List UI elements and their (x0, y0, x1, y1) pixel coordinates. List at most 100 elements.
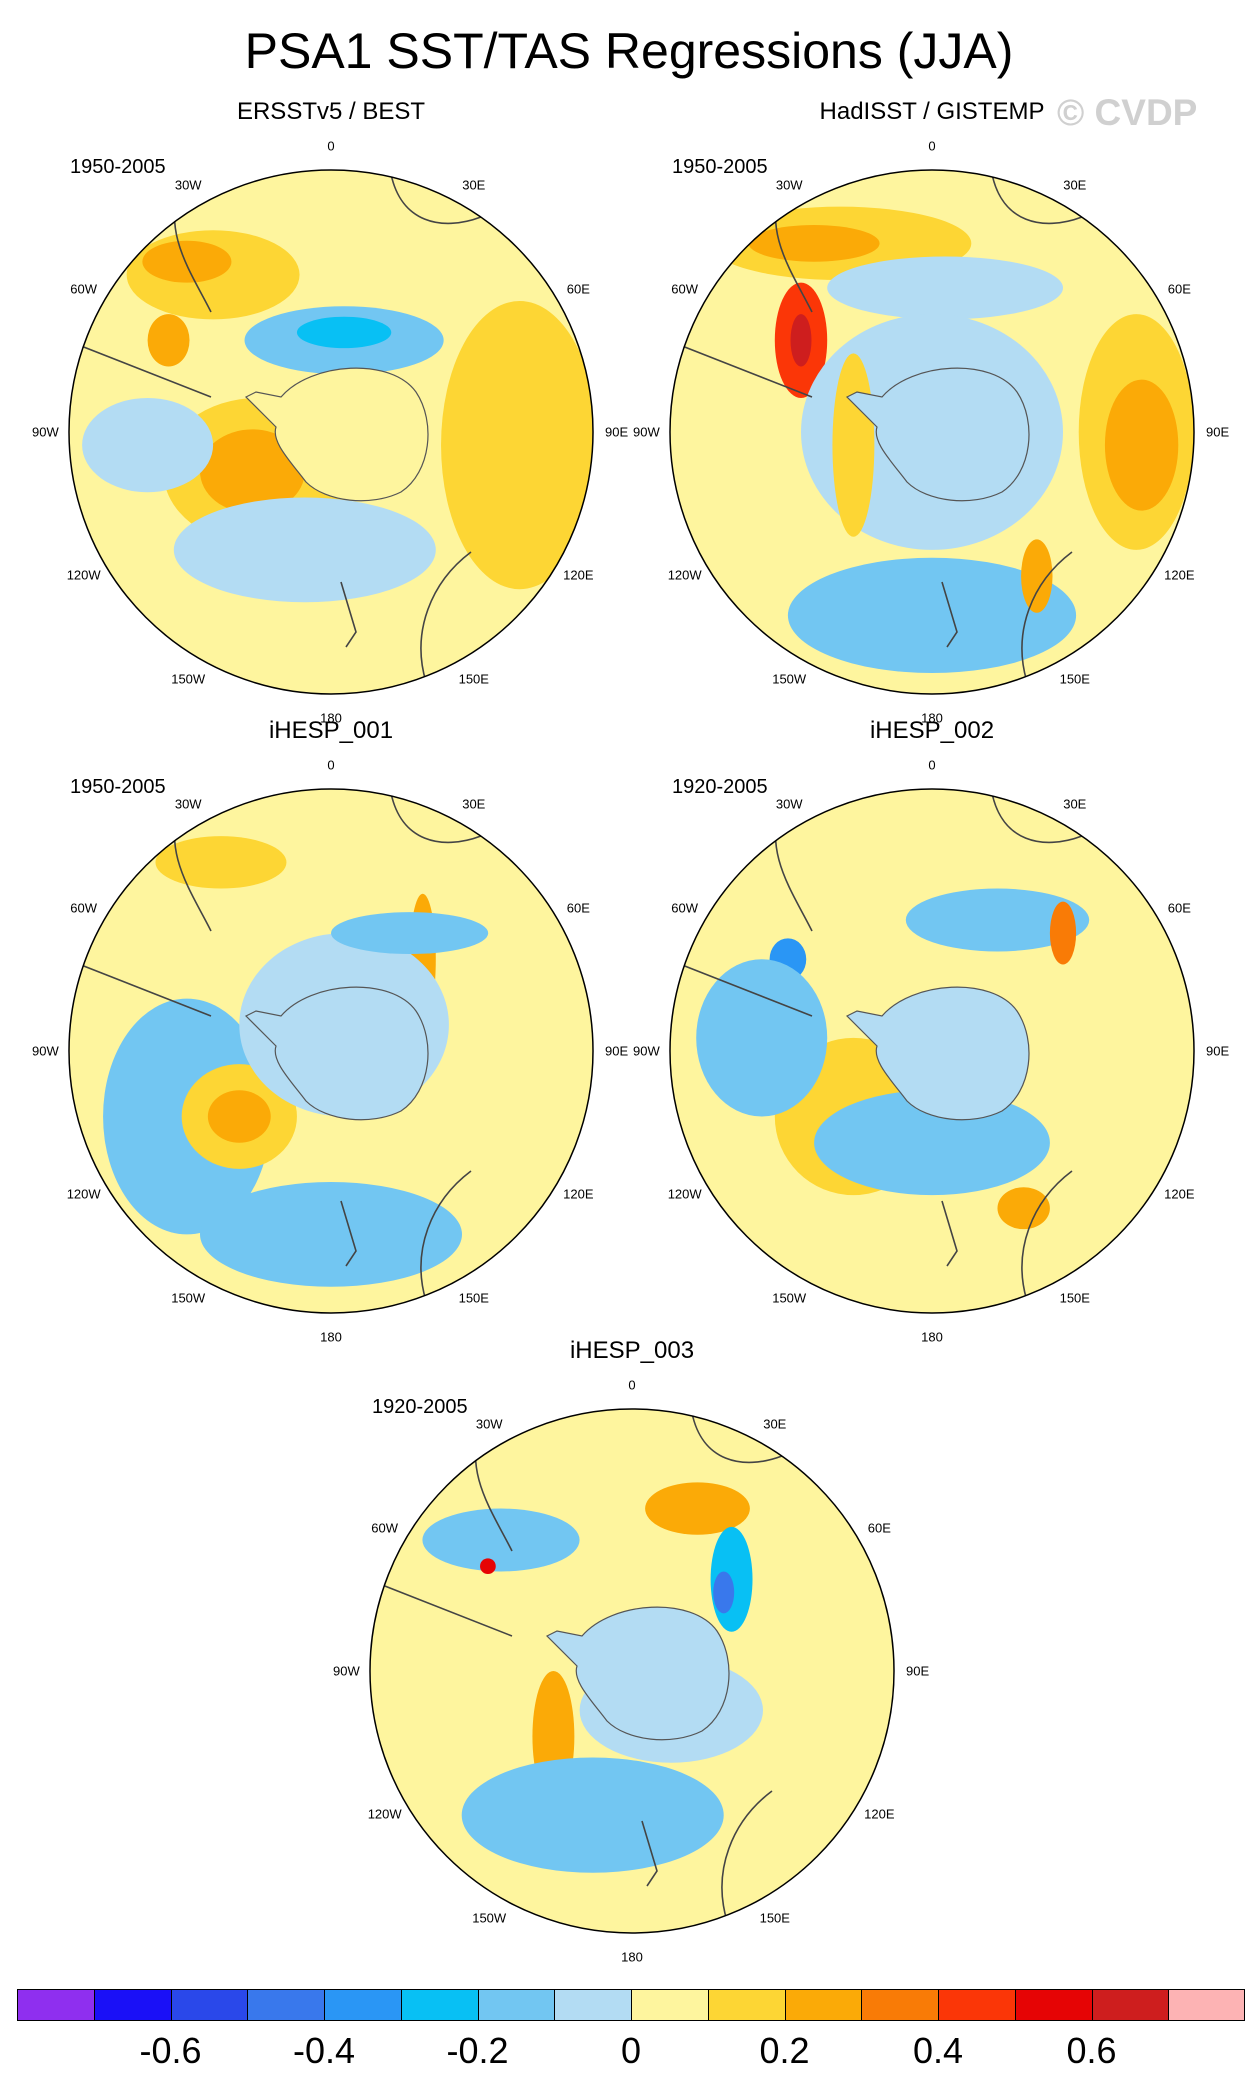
longitude-label: 30E (1063, 177, 1087, 193)
colorbar-tick-label: -0.6 (139, 2030, 202, 2071)
antarctica-landmass (845, 367, 1030, 502)
coastline (1021, 551, 1073, 683)
anomaly-region (748, 225, 880, 262)
longitude-label: 180 (621, 1949, 643, 1965)
longitude-label: 150E (1059, 1290, 1090, 1306)
coastline (671, 341, 813, 398)
antarctica-landmass (845, 986, 1030, 1121)
anomaly-region (461, 1757, 724, 1873)
coastline (371, 1580, 513, 1637)
colorbar (17, 1989, 1245, 2021)
panel-period-5: 1920-2005 (372, 1396, 468, 1418)
longitude-label: 180 (921, 710, 943, 726)
longitude-label: 0 (628, 1377, 636, 1393)
colorbar-swatch (938, 1989, 1015, 2021)
anomaly-region (696, 959, 828, 1117)
coastline (1021, 1170, 1073, 1302)
anomaly-region (82, 397, 214, 493)
coastline (70, 960, 212, 1017)
longitude-label: 120W (66, 1186, 101, 1202)
colorbar-swatch (631, 1989, 708, 2021)
longitude-label: 90E (906, 1663, 930, 1679)
coastline (721, 1790, 773, 1922)
longitude-label: 180 (320, 710, 342, 726)
longitude-label: 90E (1206, 1043, 1230, 1059)
longitude-label: 30W (775, 177, 803, 193)
longitude-label: 0 (327, 757, 335, 773)
longitude-label: 150W (171, 671, 206, 687)
longitude-label: 120W (66, 567, 101, 583)
anomaly-region (645, 1482, 750, 1535)
longitude-label: 60W (671, 900, 699, 916)
coastline (390, 792, 482, 844)
longitude-label: 90W (32, 1043, 59, 1059)
panel-period-2: 1950-2005 (672, 156, 768, 178)
map-boundary (68, 788, 594, 1314)
longitude-label: 0 (928, 138, 936, 154)
colorbar-swatch (1091, 1989, 1169, 2021)
polar-map-3 (68, 788, 594, 1314)
colorbar-tick-label: -0.2 (446, 2030, 509, 2071)
colorbar-swatch (477, 1989, 555, 2021)
anomaly-region (331, 912, 489, 955)
colorbar-swatch (784, 1989, 862, 2021)
longitude-label: 120W (667, 1186, 702, 1202)
longitude-label: 30E (763, 1416, 787, 1432)
colorbar-swatch (17, 1989, 94, 2021)
coastline (641, 1820, 658, 1887)
colorbar-swatch (1014, 1989, 1092, 2021)
longitude-label: 120E (563, 1186, 594, 1202)
longitude-label: 150W (772, 1290, 807, 1306)
anomaly-region (905, 888, 1090, 952)
coastline (941, 1200, 958, 1267)
anomaly-region (147, 314, 190, 367)
longitude-label: 0 (928, 757, 936, 773)
colorbar-swatch (170, 1989, 248, 2021)
longitude-label: 120E (864, 1806, 895, 1822)
longitude-label: 60E (1167, 900, 1191, 916)
longitude-label: 30W (174, 796, 202, 812)
longitude-label: 120W (667, 567, 702, 583)
antarctica-landmass (244, 986, 429, 1121)
anomaly-region (207, 1090, 271, 1143)
anomaly-region (1021, 539, 1053, 613)
longitude-label: 30W (475, 1416, 503, 1432)
colorbar-tick-label: 0 (620, 2030, 642, 2071)
anomaly-region (997, 1187, 1050, 1230)
map-boundary (669, 169, 1195, 695)
longitude-label: 60W (671, 281, 699, 297)
anomaly-region (422, 1508, 580, 1572)
colorbar-tick-label: -0.4 (292, 2030, 356, 2071)
longitude-label: 60W (70, 900, 98, 916)
panel-period-1: 1950-2005 (70, 156, 166, 178)
colorbar-swatch (554, 1989, 631, 2021)
longitude-label: 180 (921, 1329, 943, 1345)
longitude-label: 30E (1063, 796, 1087, 812)
coastline (70, 341, 212, 398)
coastline (691, 1412, 783, 1464)
anomaly-region (832, 353, 875, 537)
anomaly-region (441, 301, 593, 590)
longitude-label: 150E (759, 1910, 790, 1926)
longitude-label: 60E (566, 900, 590, 916)
colorbar-swatch (861, 1989, 938, 2021)
panel-title-1: ERSSTv5 / BEST (236, 98, 426, 125)
longitude-label: 60W (371, 1520, 399, 1536)
anomaly-region (827, 256, 1063, 320)
longitude-label: 90E (605, 424, 629, 440)
anomaly-region (155, 836, 287, 889)
longitude-label: 60E (566, 281, 590, 297)
longitude-label: 30W (174, 177, 202, 193)
polar-map-5 (369, 1408, 895, 1934)
longitude-label: 90W (633, 1043, 660, 1059)
panel-period-3: 1950-2005 (70, 776, 166, 798)
anomaly-region (480, 1558, 496, 1575)
panel-title-2: HadISST / GISTEMP (819, 98, 1045, 125)
colorbar-swatch (1168, 1989, 1245, 2021)
antarctica-landmass (244, 367, 429, 502)
coastline (991, 792, 1083, 844)
anomaly-region (200, 429, 305, 514)
watermark: © CVDP (1057, 92, 1198, 133)
longitude-label: 120W (367, 1806, 402, 1822)
longitude-label: 120E (1164, 1186, 1195, 1202)
